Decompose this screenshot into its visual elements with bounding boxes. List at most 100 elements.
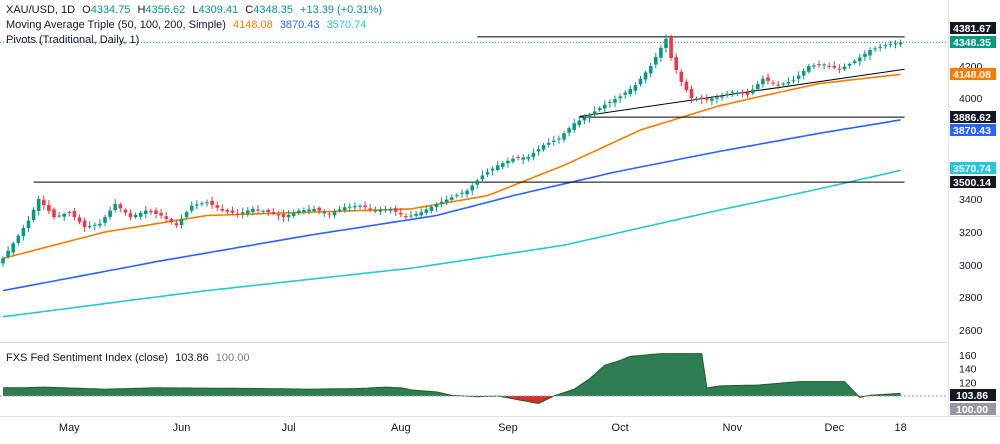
- high-value: 4356.62: [145, 4, 186, 16]
- candle-body: [812, 65, 816, 67]
- candle-body: [572, 123, 576, 130]
- candle-body: [128, 213, 133, 218]
- indicator-baseline: 100.00: [215, 352, 250, 364]
- candle-body: [501, 163, 505, 167]
- candle-body: [699, 97, 704, 100]
- candle-body: [337, 209, 342, 212]
- candle-body: [480, 175, 485, 180]
- y-tick-label: 3200: [959, 227, 983, 239]
- candle-body: [807, 66, 811, 72]
- candle-body: [205, 202, 209, 204]
- price-label: 3500.14: [953, 177, 991, 189]
- candle-body: [822, 64, 826, 66]
- price-label-bg: [950, 124, 996, 136]
- candle-body: [786, 82, 791, 84]
- candle-body: [108, 210, 112, 217]
- candle-body: [113, 203, 117, 210]
- price-label-bg: [950, 68, 996, 80]
- candle-body: [720, 96, 724, 98]
- candle-body: [133, 214, 138, 218]
- candle-body: [603, 104, 607, 109]
- candle-body: [460, 192, 464, 194]
- candle-body: [36, 199, 41, 211]
- candle-body: [317, 207, 321, 211]
- ma50-line: [2, 73, 901, 260]
- candle-body: [781, 83, 786, 85]
- candle-body: [322, 212, 327, 214]
- y-tick-label: 4000: [959, 93, 983, 105]
- candle-body: [705, 97, 709, 100]
- y-tick-label: 3000: [959, 260, 983, 272]
- candle-body: [878, 46, 882, 48]
- price-label: 4381.67: [953, 23, 991, 35]
- candle-body: [159, 213, 163, 216]
- candle-body: [220, 208, 225, 211]
- symbol-legend: XAU/USD, 1D O4334.75 H4356.62 L4309.41 C…: [6, 4, 386, 17]
- candle-body: [373, 210, 378, 212]
- price-label: 4348.35: [953, 37, 991, 49]
- x-tick-label: Oct: [612, 422, 629, 434]
- candle-body: [154, 210, 158, 214]
- candle-body: [225, 209, 230, 212]
- candle-body: [348, 206, 352, 208]
- candle-body: [597, 108, 602, 110]
- candle-body: [16, 235, 21, 244]
- candle-body: [546, 142, 551, 145]
- candle-body: [42, 199, 46, 206]
- candle-body: [623, 92, 627, 95]
- candle-body: [633, 85, 638, 91]
- candle-body: [582, 117, 587, 121]
- candle-body: [730, 91, 735, 93]
- price-label: 3870.43: [953, 125, 991, 137]
- candle-body: [297, 210, 301, 214]
- open-group: O4334.75: [82, 4, 130, 16]
- candle-body: [179, 218, 184, 226]
- candle-body: [832, 65, 837, 68]
- sentiment-negative-area: [3, 396, 901, 404]
- candle-body: [281, 214, 286, 218]
- candle-body: [868, 50, 872, 56]
- candle-body: [419, 212, 423, 216]
- candle-body: [521, 157, 525, 160]
- y-tick-label: 2800: [959, 292, 983, 304]
- sentiment-positive-area: [3, 353, 901, 396]
- x-tick-label: Jul: [282, 422, 296, 434]
- candle-body: [72, 211, 77, 218]
- indicator-legend: FXS Fed Sentiment Index (close) 103.86 1…: [6, 352, 253, 365]
- price-label-bg: [950, 111, 996, 123]
- candle-body: [740, 91, 745, 94]
- candle-body: [562, 133, 566, 140]
- candle-body: [200, 203, 204, 205]
- candle-body: [725, 94, 729, 96]
- candle-body: [684, 81, 689, 90]
- symbol-name: XAU/USD, 1D: [6, 4, 76, 16]
- candle-body: [62, 213, 66, 217]
- candle-body: [414, 213, 418, 216]
- price-label-bg: [950, 36, 996, 48]
- x-tick-label: Dec: [825, 422, 845, 434]
- candle-body: [791, 80, 796, 82]
- candle-body: [608, 101, 612, 103]
- candle-body: [847, 63, 852, 66]
- candle-body: [195, 204, 199, 206]
- x-tick-label: Jun: [173, 422, 191, 434]
- candle-body: [77, 217, 82, 223]
- candle-body: [490, 168, 495, 171]
- candle-body: [465, 190, 469, 195]
- candle-body: [475, 180, 480, 185]
- price-label-bg: [950, 162, 996, 174]
- price-label: 3570.74: [953, 163, 991, 175]
- x-tick-label: Aug: [391, 422, 411, 434]
- candle-body: [342, 207, 347, 211]
- candle-body: [444, 199, 449, 203]
- low-group: L4309.41: [192, 4, 238, 16]
- indicator-baseline-bg: [950, 403, 996, 415]
- candle-body: [393, 208, 398, 212]
- candle-body: [383, 209, 388, 211]
- candle-body: [531, 152, 536, 157]
- open-label: O: [82, 4, 91, 16]
- candle-body: [858, 57, 862, 62]
- candle-body: [618, 96, 622, 99]
